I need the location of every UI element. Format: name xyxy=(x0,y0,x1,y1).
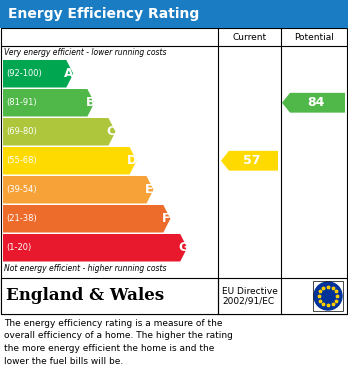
Text: England & Wales: England & Wales xyxy=(6,287,164,305)
Text: 84: 84 xyxy=(307,96,325,109)
Polygon shape xyxy=(3,234,187,262)
Text: Potential: Potential xyxy=(294,32,334,41)
Text: Current: Current xyxy=(232,32,267,41)
Text: 2002/91/EC: 2002/91/EC xyxy=(222,296,274,305)
Text: (69-80): (69-80) xyxy=(6,127,37,136)
Text: A: A xyxy=(64,67,74,80)
Text: B: B xyxy=(86,96,95,109)
Bar xyxy=(313,281,343,311)
Polygon shape xyxy=(3,60,73,88)
Text: (1-20): (1-20) xyxy=(6,243,31,252)
Polygon shape xyxy=(3,118,116,145)
Text: Energy Efficiency Rating: Energy Efficiency Rating xyxy=(8,7,199,21)
Text: Very energy efficient - lower running costs: Very energy efficient - lower running co… xyxy=(4,48,166,57)
Text: C: C xyxy=(107,125,116,138)
Text: Not energy efficient - higher running costs: Not energy efficient - higher running co… xyxy=(4,264,166,273)
Bar xyxy=(1,278,347,314)
Text: EU Directive: EU Directive xyxy=(222,287,278,296)
Text: (55-68): (55-68) xyxy=(6,156,37,165)
Text: (21-38): (21-38) xyxy=(6,214,37,223)
Text: E: E xyxy=(145,183,153,196)
Text: The energy efficiency rating is a measure of the
overall efficiency of a home. T: The energy efficiency rating is a measur… xyxy=(4,319,233,366)
Text: (92-100): (92-100) xyxy=(6,69,42,78)
Circle shape xyxy=(314,282,342,310)
Text: G: G xyxy=(178,241,188,254)
Text: (81-91): (81-91) xyxy=(6,98,37,107)
Text: (39-54): (39-54) xyxy=(6,185,37,194)
Text: D: D xyxy=(127,154,137,167)
Polygon shape xyxy=(3,176,153,203)
Text: F: F xyxy=(162,212,171,225)
Polygon shape xyxy=(3,205,171,233)
Polygon shape xyxy=(3,89,94,117)
Text: 57: 57 xyxy=(243,154,260,167)
Polygon shape xyxy=(282,93,345,113)
Bar xyxy=(0,0,348,28)
Polygon shape xyxy=(3,147,137,174)
Bar xyxy=(1,28,347,314)
Polygon shape xyxy=(221,151,278,170)
